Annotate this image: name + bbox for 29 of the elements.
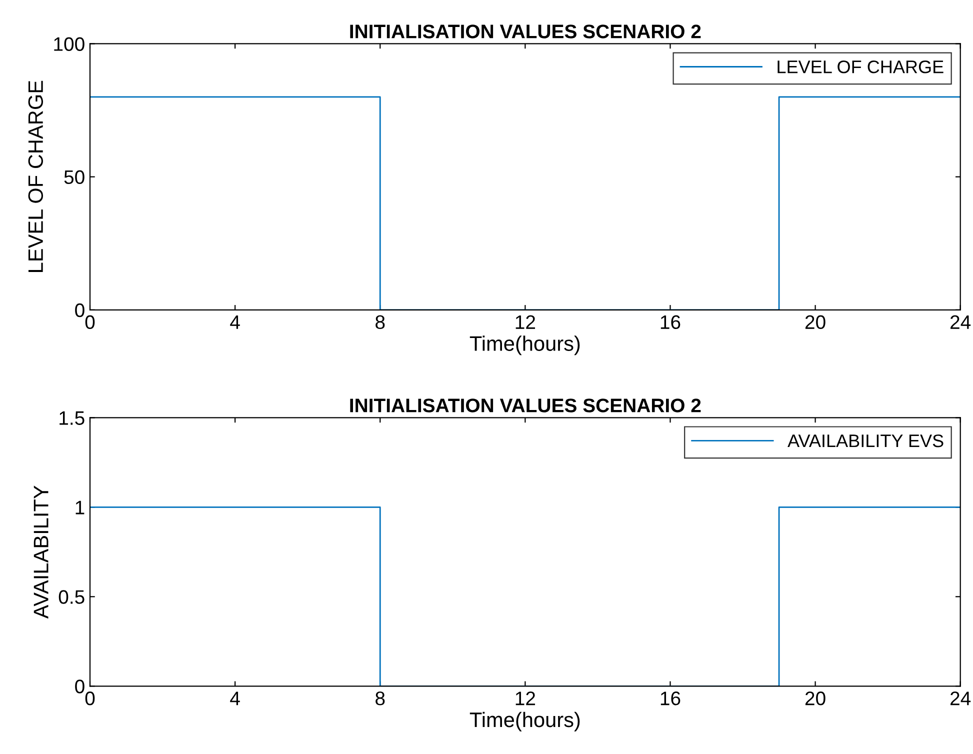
- x-tick-label: 4: [230, 315, 240, 329]
- chart-title: INITIALISATION VALUES SCENARIO 2: [350, 398, 701, 412]
- x-tick-label: 20: [805, 692, 826, 706]
- y-axis-title: AVAILABILITY: [34, 486, 48, 619]
- y-tick-label: 100: [54, 37, 84, 51]
- x-tick-label: 8: [376, 692, 385, 706]
- x-axis-title: Time(hours): [470, 336, 580, 356]
- x-tick-label: 8: [376, 315, 385, 330]
- x-tick-label: 24: [950, 692, 971, 706]
- x-tick-label: 0: [85, 315, 95, 330]
- legend-label: AVAILABILITY EVS: [788, 434, 944, 448]
- x-tick-label: 24: [950, 315, 971, 329]
- y-axis-title: LEVEL OF CHARGE: [28, 80, 44, 272]
- y-tick-label: 1.5: [60, 411, 84, 425]
- x-tick-label: 12: [516, 315, 536, 329]
- y-tick-label: 0: [75, 303, 84, 318]
- x-tick-label: 16: [660, 692, 680, 706]
- x-tick-label: 16: [660, 315, 680, 330]
- x-axis-title: Time(hours): [470, 712, 580, 732]
- x-tick-label: 4: [230, 692, 240, 706]
- legend-label: LEVEL OF CHARGE: [778, 60, 944, 74]
- y-tick-label: 0.5: [58, 590, 84, 604]
- chart-title: INITIALISATION VALUES SCENARIO 2: [350, 24, 701, 38]
- y-tick-label: 0: [75, 680, 84, 694]
- x-tick-label: 20: [805, 315, 826, 330]
- y-tick-label: 50: [64, 170, 84, 184]
- y-tick-label: 1: [76, 500, 84, 514]
- x-tick-label: 12: [516, 692, 536, 706]
- x-tick-label: 0: [85, 692, 95, 706]
